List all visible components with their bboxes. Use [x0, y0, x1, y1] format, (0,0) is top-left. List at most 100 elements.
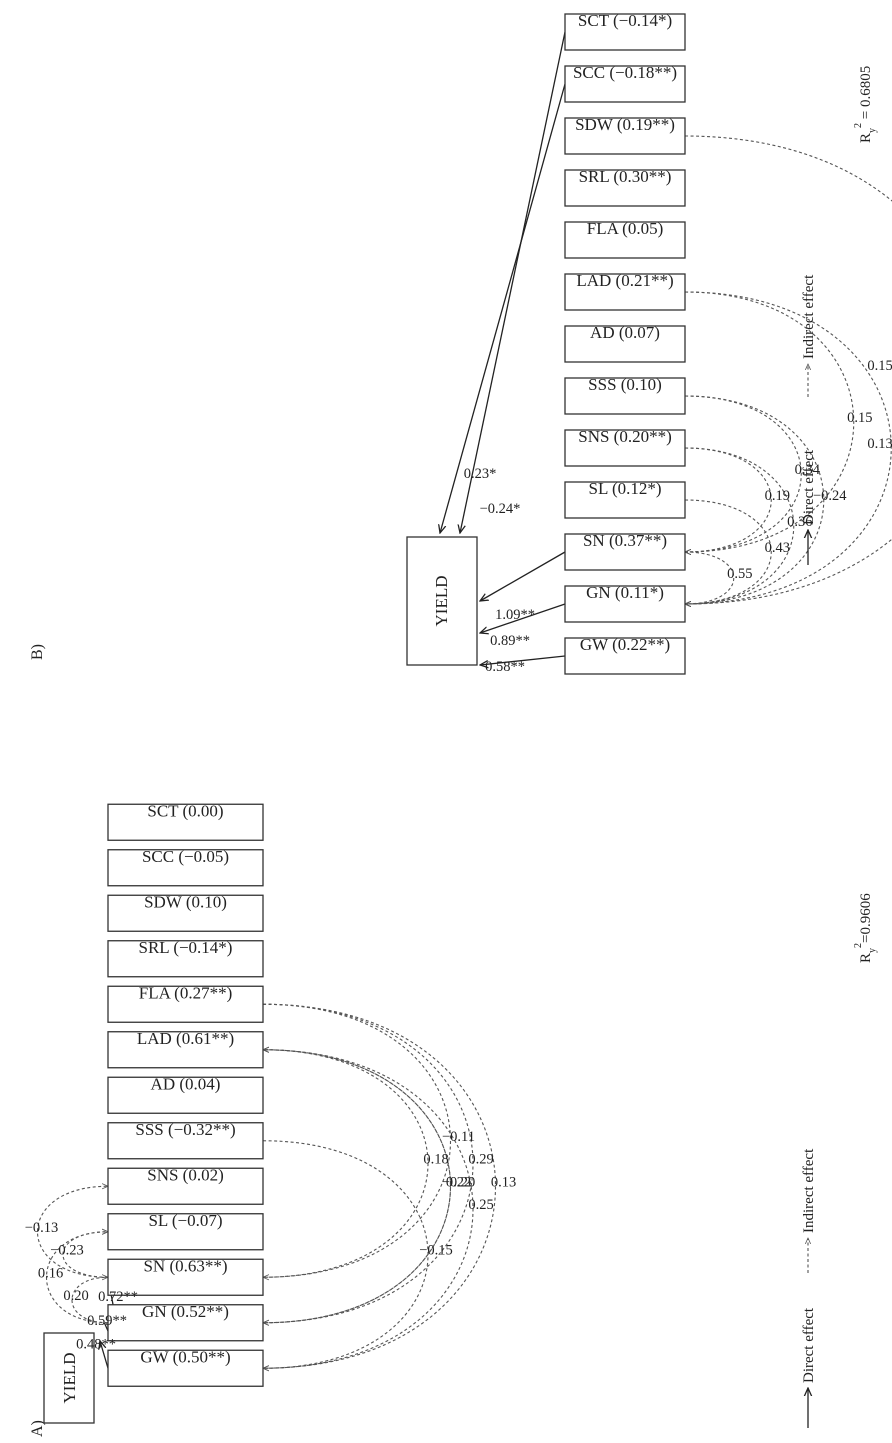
panel-b-direct-arrow-sct	[460, 31, 566, 533]
panel-a-indirect-value-gn-lad: 0.22	[446, 1174, 471, 1190]
panel-b-node-label-sdw: SDW (0.19**)	[575, 115, 675, 134]
panel-a-node-label-scc: SCC (−0.05)	[142, 847, 229, 866]
panel-b-r2: Ry2 = 0.6805	[853, 66, 878, 143]
panel-b-indirect-value-sss-sn: 0.34	[795, 462, 821, 478]
panel-a-indirect-value-sn-lad: 0.18	[423, 1152, 448, 1168]
panel-a-direct-value-gn: 0.59**	[87, 1313, 127, 1329]
panel-a-node-srl	[107, 940, 264, 978]
panel-a-indirect-value-fla-sn: −0.11	[442, 1129, 475, 1145]
panel-b-indirect-value-sns-gn: 0.36	[787, 514, 812, 530]
panel-b-node-label-scc: SCC (−0.18**)	[573, 63, 677, 82]
panel-a-indirect-value-fla-gn: 0.29	[468, 1152, 493, 1168]
panel-b-indirect-arrow-sn-gn	[685, 551, 735, 604]
panel-b-node-sn	[564, 533, 686, 571]
panel-a-node-sss	[107, 1122, 264, 1160]
panel-a-node-sdw	[107, 894, 264, 932]
panel-a-yield-label: YIELD	[60, 1353, 79, 1404]
panel-b-node-srl	[564, 169, 686, 207]
panel-b-node-lad	[564, 273, 686, 311]
panel-a-node-label-fla: FLA (0.27**)	[139, 983, 233, 1002]
panel-a-r2: Ry2=0.9606	[853, 893, 878, 963]
panel-a-node-sn	[107, 1258, 264, 1296]
panel-a-node-scc	[107, 849, 264, 887]
panel-a-node-label-sdw: SDW (0.10)	[144, 892, 227, 911]
panel-a-legend-direct: Direct effect	[801, 1307, 817, 1383]
panel-b: B) YIELD GW (0.22**) GN (0.11*) SN (0.37**…	[29, 11, 892, 675]
panel-b-node-label-fla: FLA (0.05)	[587, 219, 664, 238]
panel-a-node-sct	[107, 803, 264, 841]
panel-a-node-label-srl: SRL (−0.14*)	[139, 938, 233, 957]
panel-a: A) YIELD GW (0.50**) GN (0.52**) SN (0.63*…	[25, 801, 878, 1437]
panel-a-indirect-value-gn-sn: 0.20	[63, 1288, 88, 1304]
panel-a-indirect-arrow-fla-gw	[263, 1003, 497, 1368]
panel-a-node-gw	[107, 1349, 264, 1387]
panel-b-node-scc	[564, 65, 686, 103]
panel-b-indirect-arrow-sl-gn	[685, 499, 772, 604]
panel-a-indirect-arrow-sn-sns	[37, 1186, 109, 1278]
panel-b-indirect-value-sl-gn: 0.43	[765, 540, 790, 556]
panel-a-edges	[37, 1003, 497, 1369]
panel-b-node-fla	[564, 221, 686, 259]
panel-a-direct-arrow-gw	[100, 1341, 109, 1369]
panel-b-indirect-value-lad-sn: 0.15	[847, 410, 872, 426]
panel-a-direct-value-gw: 0.48**	[76, 1337, 116, 1353]
panel-a-indirect-arrow-gn-lad	[263, 1050, 452, 1324]
panel-b-indirect-arrow-sss-gn	[685, 395, 825, 604]
panel-a-node-sns	[107, 1167, 264, 1205]
panel-a-traits: GW (0.50**) GN (0.52**) SN (0.63**) SL (−0.…	[107, 801, 264, 1387]
panel-b-indirect-value-lad-gn: 0.13	[867, 436, 892, 452]
panel-a-legend-indirect: Indirect effect	[801, 1148, 817, 1233]
panel-a-effect-labels: 0.48** 0.59** 0.72** 0.200.16 −0.23 −0.13 −0.1…	[25, 1129, 516, 1353]
panel-b-node-label-sl: SL (0.12*)	[588, 479, 661, 498]
panel-a-node-label-sl: SL (−0.07)	[148, 1211, 222, 1230]
panel-b-node-label-sns: SNS (0.20**)	[578, 427, 672, 446]
panel-b-indirect-value-sss-gn: −0.24	[813, 488, 847, 504]
panel-b-indirect-arrow-sns-gn	[685, 447, 795, 604]
panel-a-node-label-sct: SCT (0.00)	[147, 801, 223, 820]
panel-a-indirect-value-fla-gw: 0.13	[491, 1174, 516, 1190]
panel-b-direct-value-scc: −0.24*	[480, 501, 521, 517]
panel-b-label: B)	[29, 644, 46, 660]
panel-a-indirect-value-sn-sl: −0.23	[50, 1243, 84, 1259]
panel-b-direct-value-sct: 0.23*	[464, 466, 497, 482]
panel-b-node-label-srl: SRL (0.30**)	[579, 167, 672, 186]
panel-a-indirect-arrow-gn-sl	[45, 1232, 109, 1324]
panel-a-node-fla	[107, 985, 264, 1023]
panel-a-indirect-arrow-sss-gw	[263, 1140, 429, 1369]
panel-a-node-gn	[107, 1304, 264, 1342]
panel-b-direct-value-gw: 0.58**	[485, 659, 525, 675]
panel-b-node-sl	[564, 481, 686, 519]
panel-a-label: A)	[29, 1420, 46, 1437]
panel-a-node-sl	[107, 1213, 264, 1251]
panel-b-indirect-arrow-lad-sn	[685, 291, 855, 552]
panel-a-legend: Direct effect Indirect effect	[801, 1148, 817, 1428]
panel-b-legend-direct: Direct effect	[801, 449, 817, 525]
panel-a-indirect-arrow-sn-lad	[263, 1050, 429, 1278]
panel-b-node-label-gw: GW (0.22**)	[580, 635, 670, 654]
panel-b-node-gn	[564, 585, 686, 623]
panel-b-direct-value-sn: 1.09**	[495, 607, 535, 623]
panel-b-direct-arrow-gn	[480, 603, 566, 633]
panel-b-node-gw	[564, 637, 686, 675]
panel-b-legend-indirect: Indirect effect	[801, 274, 817, 359]
panel-b-node-label-gn: GN (0.11*)	[586, 583, 664, 602]
panel-a-node-label-sss: SSS (−0.32**)	[135, 1120, 235, 1139]
panel-a-indirect-value-lad-gn: −0.20	[442, 1174, 476, 1190]
panel-b-yield-box	[406, 536, 478, 666]
panel-b-direct-value-gn: 0.89**	[490, 633, 530, 649]
panel-a-node-label-lad: LAD (0.61**)	[137, 1029, 234, 1048]
panel-b-direct-arrow-scc	[440, 83, 566, 533]
panel-b-yield-label: YIELD	[432, 576, 451, 627]
panel-a-indirect-value-gw-lad: 0.25	[468, 1197, 493, 1213]
panel-a-node-label-ad: AD (0.04)	[151, 1074, 221, 1093]
panel-a-node-label-sns: SNS (0.02)	[147, 1165, 224, 1184]
panel-a-indirect-value-sn-sns: −0.13	[25, 1220, 59, 1236]
panel-b-edges	[440, 31, 892, 665]
panel-a-indirect-arrow-lad-gn	[263, 1049, 452, 1323]
panel-b-effect-labels: 0.58** 0.89** 1.09** −0.24* 0.23* 0.55 0.43 0.3…	[464, 358, 892, 675]
panel-a-node-label-gw: GW (0.50**)	[140, 1347, 230, 1366]
panel-a-indirect-arrow-gw-lad	[263, 1050, 474, 1369]
panel-b-node-sct	[564, 13, 686, 51]
